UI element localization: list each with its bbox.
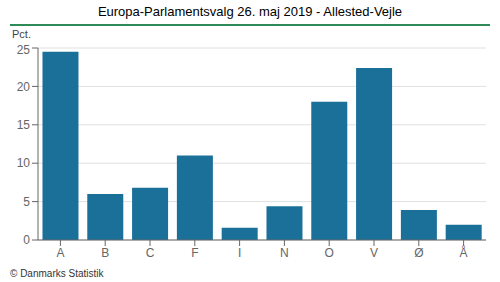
svg-text:20: 20 bbox=[17, 80, 31, 94]
svg-text:Å: Å bbox=[460, 245, 468, 260]
svg-text:B: B bbox=[101, 246, 109, 260]
svg-text:Ø: Ø bbox=[414, 246, 423, 260]
svg-text:C: C bbox=[146, 246, 155, 260]
svg-text:F: F bbox=[191, 246, 198, 260]
svg-text:25: 25 bbox=[17, 43, 31, 57]
svg-text:A: A bbox=[56, 246, 64, 260]
html-text:Europa-Parlamentsvalg 26. maj: Europa-Parlamentsvalg 26. maj 2019 - All… bbox=[97, 4, 403, 19]
svg-text:5: 5 bbox=[23, 195, 30, 209]
svg-text:N: N bbox=[280, 246, 289, 260]
svg-text:10: 10 bbox=[17, 156, 31, 170]
svg-text:O: O bbox=[325, 246, 334, 260]
svg-text:15: 15 bbox=[17, 118, 31, 132]
svg-text:V: V bbox=[370, 246, 378, 260]
svg-text:0: 0 bbox=[23, 233, 30, 247]
svg-text:I: I bbox=[238, 246, 241, 260]
html-text:Pct.: Pct. bbox=[12, 28, 31, 40]
html-text:© Danmarks Statistik: © Danmarks Statistik bbox=[10, 268, 104, 279]
